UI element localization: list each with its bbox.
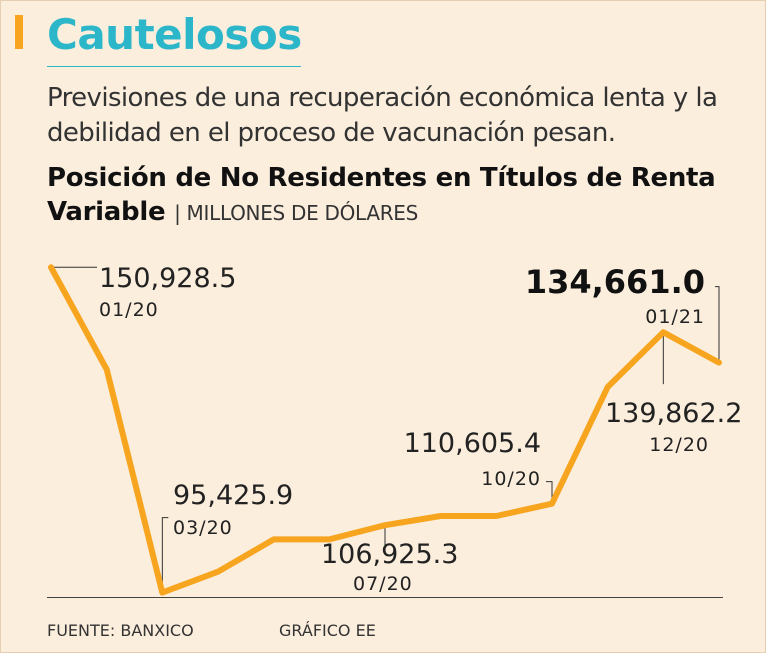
date-label-01-20: 01/20 (99, 299, 159, 321)
chart-title: Posición de No Residentes en Títulos de … (47, 163, 716, 227)
value-label-10-20: 110,605.4 (404, 428, 541, 459)
date-label-01-21: 01/21 (645, 306, 705, 328)
chart-title-block: Posición de No Residentes en Títulos de … (47, 161, 747, 230)
leader-line-10-20 (546, 481, 553, 504)
footer-source: FUENTE: BANXICO (47, 621, 194, 640)
value-label-01-20: 150,928.5 (99, 263, 236, 294)
value-label-12-20: 139,862.2 (605, 398, 742, 429)
footer-credit: GRÁFICO EE (279, 621, 376, 640)
line-chart: 150,928.5 01/20 95,425.9 03/20 106,925.3 07/2… (48, 263, 742, 596)
page-subtitle: Previsiones de una recuperación económic… (47, 83, 718, 148)
value-label-07-20: 106,925.3 (321, 539, 458, 570)
footer-divider (47, 597, 723, 598)
date-label-07-20: 07/20 (353, 573, 413, 595)
data-labels: 150,928.5 01/20 95,425.9 03/20 106,925.3 07/2… (99, 263, 742, 595)
date-label-10-20: 10/20 (481, 468, 541, 490)
accent-bar (15, 15, 23, 49)
page-title: Cautelosos (47, 10, 302, 59)
series-line (48, 264, 722, 596)
value-label-01-21: 134,661.0 (525, 263, 705, 301)
chart-unit: | MILLONES DE DÓLARES (174, 201, 419, 225)
date-label-12-20: 12/20 (649, 434, 709, 456)
date-label-03-20: 03/20 (173, 517, 233, 539)
value-label-03-20: 95,425.9 (173, 480, 293, 511)
leader-line-03-20 (161, 517, 169, 593)
leader-line-01-21 (715, 286, 720, 363)
title-underline (47, 66, 301, 67)
